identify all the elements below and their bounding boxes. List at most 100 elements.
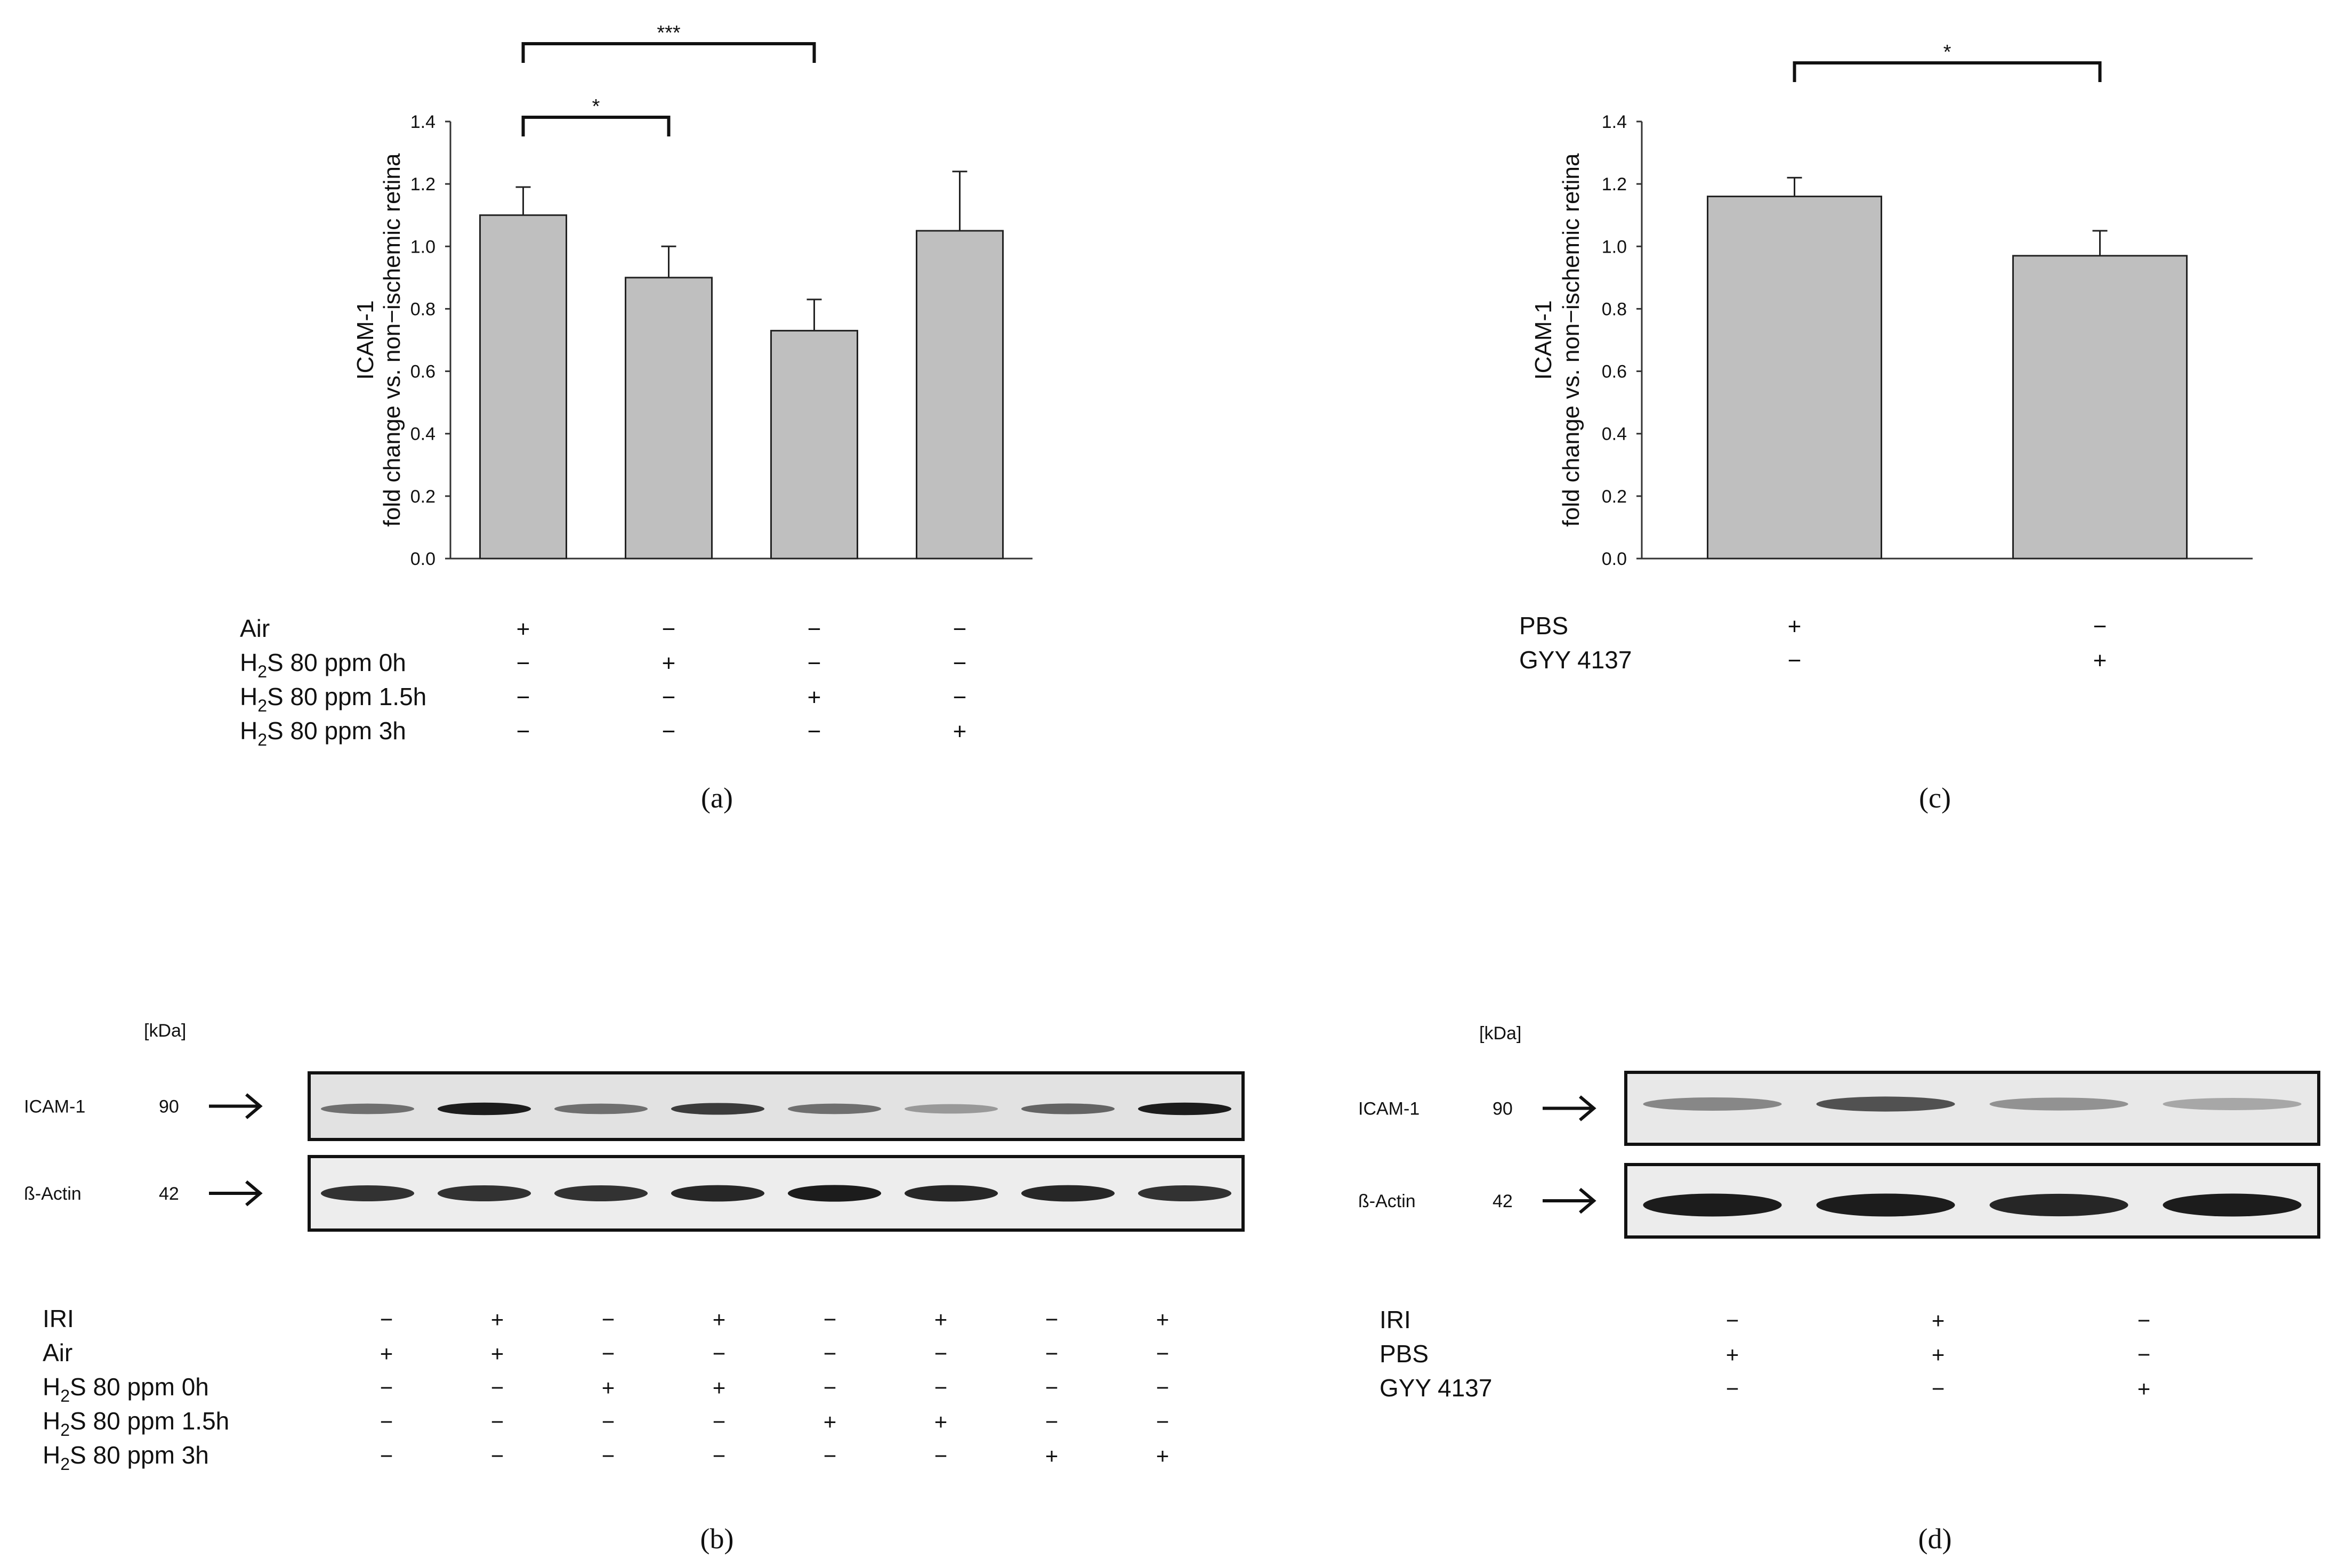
condition-sign: − [1156,1341,1169,1366]
blot-band [437,1185,531,1202]
kda-unit-label: [kDa] [144,1021,186,1041]
y-tick-label: 1.0 [410,237,435,257]
condition-sign: − [517,650,530,676]
y-tick-label: 1.2 [1602,174,1627,195]
condition-sign: − [517,718,530,745]
condition-sign: − [662,684,676,710]
panel-d-western-blot: [kDa] ICAM-1 90 ß-Actin 42 IRI − + − + PBS + + − − GYY … [1358,1023,2320,1555]
condition-sign: − [1045,1375,1059,1400]
condition-sign: + [713,1375,726,1400]
blot-band [437,1102,531,1116]
condition-sign: + [517,616,530,642]
blot-band [1643,1097,1782,1111]
blot-band [554,1185,648,1202]
blot-row-label: ICAM-1 [24,1097,85,1117]
panel-caption: (c) [1919,782,1951,814]
arrow-icon [1543,1187,1596,1214]
condition-label: H2S 80 ppm 3h [240,717,406,749]
blot-band [1989,1193,2128,1217]
blot-row-label: ß-Actin [1358,1191,1416,1211]
significance-label: *** [657,22,681,44]
condition-sign: − [602,1409,615,1434]
condition-sign: − [934,1341,948,1366]
condition-sign: − [1045,1307,1059,1332]
condition-sign: − [713,1409,726,1434]
condition-sign: − [808,650,821,676]
significance-label: * [1943,41,1951,63]
condition-label: H2S 80 ppm 3h [43,1441,209,1474]
blot-row-label: ß-Actin [24,1184,82,1204]
condition-label: H2S 80 ppm 0h [240,649,406,681]
condition-sign: − [491,1409,504,1434]
blot-band [1816,1193,1955,1217]
kda-value: 90 [159,1097,179,1117]
condition-sign: + [491,1307,504,1332]
condition-sign: − [380,1307,393,1332]
panel-caption: (a) [701,782,733,814]
condition-label: H2S 80 ppm 1.5h [240,683,426,715]
condition-sign: − [808,718,821,745]
condition-sign: + [1156,1307,1169,1332]
condition-sign: + [934,1409,948,1434]
condition-sign: − [2093,613,2107,640]
condition-sign: − [934,1443,948,1468]
y-tick-label: 0.2 [410,487,435,507]
y-axis-label-line1: ICAM-1 [352,300,378,379]
bar [916,230,1004,560]
bar [479,214,567,560]
condition-sign: + [491,1341,504,1366]
y-tick-label: 0.2 [1602,487,1627,507]
condition-sign: + [602,1375,615,1400]
blot-band [787,1185,882,1202]
condition-sign: − [824,1341,837,1366]
y-tick-label: 1.0 [1602,237,1627,257]
condition-sign: + [380,1341,393,1366]
blot-band [1816,1096,1955,1112]
significance-bracket [1793,61,2102,82]
condition-sign: − [1156,1375,1169,1400]
condition-sign: − [602,1341,615,1366]
blot-band [320,1185,415,1202]
arrow-icon [1543,1095,1596,1121]
condition-sign: − [1045,1341,1059,1366]
condition-label: PBS [1380,1340,1429,1368]
blot-band [904,1104,998,1114]
condition-sign: + [2138,1376,2151,1401]
condition-sign: + [2093,648,2107,674]
condition-sign: − [953,616,967,642]
condition-sign: − [491,1443,504,1468]
condition-sign: + [1726,1342,1739,1367]
condition-sign: − [517,684,530,710]
panel-c-chart: 0.0 0.2 0.4 0.6 0.8 1.0 1.2 1.4 ICAM-1 fold chang… [1519,41,2253,814]
y-axis-label-line2: fold change vs. non−ischemic retina [1558,153,1584,527]
blot-band [554,1103,648,1114]
condition-sign: − [824,1443,837,1468]
bar [770,329,858,560]
blot-band [2163,1097,2302,1111]
condition-sign: − [380,1375,393,1400]
y-axis-label-line1: ICAM-1 [1530,300,1556,379]
blot-band [320,1103,415,1114]
kda-value: 42 [1493,1191,1513,1211]
condition-sign: − [713,1341,726,1366]
condition-sign: − [953,650,967,676]
condition-label: H2S 80 ppm 0h [43,1373,209,1405]
condition-sign: + [1932,1308,1945,1333]
blot-row-label: ICAM-1 [1358,1099,1419,1119]
condition-sign: + [713,1307,726,1332]
condition-sign: − [662,616,676,642]
condition-sign: − [1156,1409,1169,1434]
bar [625,277,713,560]
condition-sign: + [1156,1443,1169,1468]
y-tick-label: 0.6 [1602,362,1627,382]
y-tick-label: 0.6 [410,362,435,382]
y-tick-label: 1.2 [410,174,435,195]
significance-bracket [521,42,816,63]
condition-sign: − [1726,1376,1739,1401]
significance-label: * [592,95,600,118]
blot-band [1989,1097,2128,1111]
condition-sign: + [662,650,676,676]
condition-sign: + [824,1409,837,1434]
y-tick-label: 0.0 [410,549,435,569]
